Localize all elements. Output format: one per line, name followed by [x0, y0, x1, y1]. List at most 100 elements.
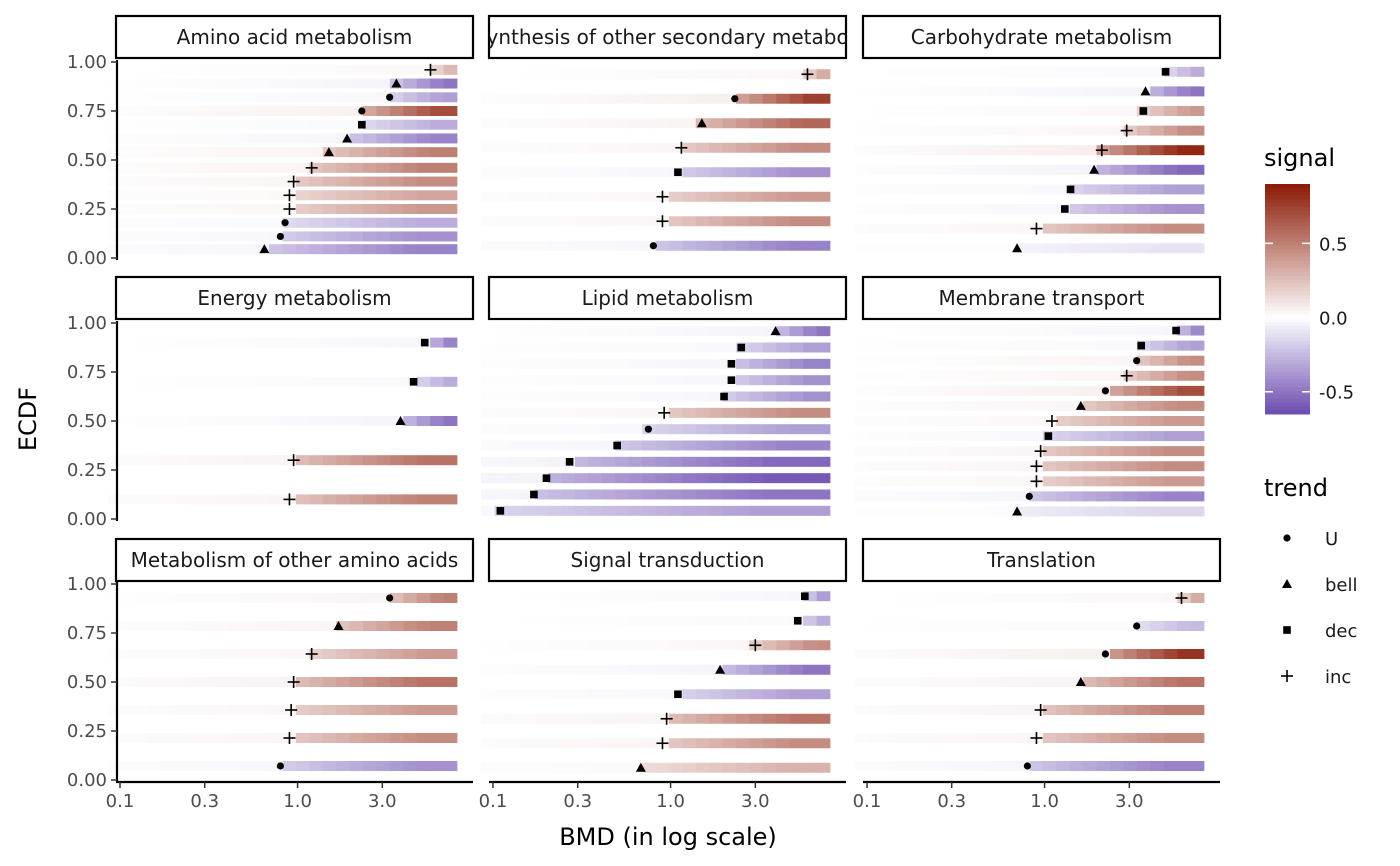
signal-cell — [868, 223, 883, 234]
signal-cell — [322, 494, 337, 505]
signal-cell — [935, 184, 950, 195]
signal-cell — [1056, 400, 1071, 411]
signal-cell — [628, 375, 643, 386]
signal-cell — [242, 677, 257, 687]
signal-cell — [201, 133, 216, 144]
signal-cell — [601, 505, 616, 516]
signal-cell — [655, 664, 670, 675]
signal-cell — [1083, 370, 1098, 381]
colorbar-step — [1265, 375, 1310, 380]
colorbar-step — [1265, 184, 1310, 189]
signal-cell — [1069, 106, 1084, 116]
trend-point-inc — [424, 63, 437, 76]
signal-cell — [548, 762, 562, 773]
signal-cell — [695, 142, 710, 153]
signal-cell — [868, 476, 883, 487]
signal-cell — [336, 190, 351, 201]
signal-cell — [403, 133, 418, 144]
signal-band — [481, 216, 831, 227]
signal-cell — [789, 375, 804, 386]
signal-cell — [588, 391, 603, 402]
signal-cell — [121, 494, 136, 505]
signal-cell — [776, 505, 791, 516]
signal-cell — [709, 456, 724, 467]
signal-cell — [363, 705, 377, 716]
signal-cell — [615, 440, 630, 451]
facet-panel: Metabolism of other amino acids — [108, 537, 475, 772]
signal-cell — [534, 505, 549, 516]
signal-cell — [908, 164, 923, 175]
signal-cell — [376, 337, 391, 348]
signal-cell — [962, 400, 977, 411]
signal-cell — [695, 689, 710, 700]
signal-band — [108, 190, 458, 201]
signal-cell — [282, 133, 297, 144]
signal-cell — [1110, 431, 1124, 442]
signal-cell — [363, 592, 377, 603]
signal-cell — [615, 505, 630, 516]
signal-cell — [1190, 431, 1205, 442]
signal-cell — [574, 664, 589, 675]
signal-cell — [628, 440, 643, 451]
signal-cell — [242, 376, 257, 387]
signal-cell — [1083, 761, 1098, 772]
signal-cell — [108, 176, 122, 187]
signal-cell — [948, 677, 963, 687]
signal-cell — [574, 424, 589, 435]
signal-cell — [855, 106, 869, 116]
signal-cell — [309, 64, 324, 75]
signal-cell — [989, 243, 1004, 254]
signal-cell — [855, 761, 869, 772]
signal-cell — [975, 340, 990, 351]
signal-cell — [188, 648, 203, 659]
signal-cell — [175, 190, 189, 201]
trend-point-dec — [1061, 205, 1069, 213]
x-tick-label: 0.3 — [563, 791, 592, 812]
signal-cell — [615, 591, 630, 602]
signal-cell — [403, 761, 418, 772]
signal-cell — [803, 375, 817, 386]
signal-cell — [1096, 446, 1111, 457]
signal-cell — [242, 761, 257, 772]
signal-cell — [989, 223, 1004, 234]
signal-cell — [1177, 461, 1191, 472]
colorbar-step — [1265, 253, 1310, 258]
signal-cell — [215, 106, 230, 116]
trend-point-inc — [658, 406, 671, 419]
signal-cell — [336, 64, 351, 75]
signal-cell — [201, 677, 216, 687]
signal-band — [481, 69, 831, 80]
signal-cell — [134, 204, 149, 214]
signal-cell — [881, 416, 896, 426]
signal-cell — [1002, 761, 1017, 772]
signal-cell — [161, 92, 176, 103]
signal-cell — [481, 456, 495, 467]
signal-cell — [922, 184, 936, 195]
signal-cell — [349, 732, 364, 743]
signal-cell — [908, 677, 923, 687]
signal-cell — [175, 244, 189, 255]
signal-cell — [561, 473, 576, 484]
signal-cell — [1042, 385, 1057, 396]
signal-cell — [682, 762, 697, 773]
signal-cell — [1069, 325, 1084, 336]
signal-cell — [776, 191, 791, 202]
signal-cell — [534, 375, 549, 386]
signal-cell — [255, 455, 270, 466]
signal-cell — [1136, 506, 1151, 517]
signal-cell — [481, 375, 495, 386]
signal-cell — [574, 456, 589, 467]
signal-cell — [615, 713, 630, 724]
signal-cell — [161, 231, 176, 242]
signal-cell — [1177, 705, 1191, 716]
signal-cell — [1110, 416, 1124, 426]
signal-cell — [1083, 164, 1098, 175]
signal-cell — [855, 125, 869, 136]
signal-cell — [868, 106, 883, 116]
signal-cell — [695, 191, 710, 202]
signal-band — [108, 217, 458, 228]
signal-band — [855, 592, 1205, 603]
signal-cell — [628, 342, 643, 353]
signal-cell — [1069, 506, 1084, 517]
colorbar-step — [1265, 329, 1310, 334]
